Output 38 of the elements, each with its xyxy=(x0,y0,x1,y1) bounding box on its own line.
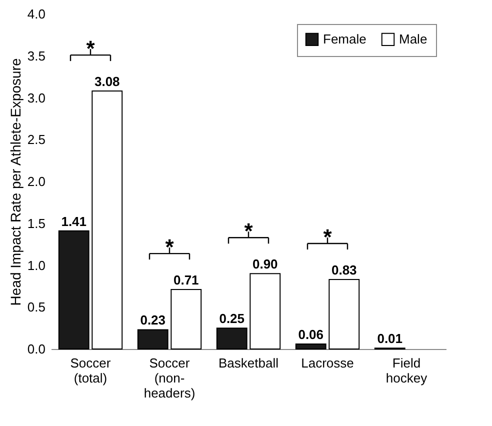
data-label: 0.90 xyxy=(252,256,278,272)
bar xyxy=(250,273,281,350)
x-tick-label: Field hockey xyxy=(386,356,428,386)
data-label: 0.25 xyxy=(219,311,245,326)
data-label: 0.23 xyxy=(140,312,166,328)
annotation: * xyxy=(244,218,254,244)
x-tick-label: Lacrosse xyxy=(301,356,354,370)
y-tick-label: 3.5 xyxy=(27,48,46,64)
legend-label: Female xyxy=(323,31,366,46)
data-label: 3.08 xyxy=(94,74,120,90)
data-label: 0.01 xyxy=(377,331,403,346)
y-axis-title: Head Impact Rate per Athlete-Exposure xyxy=(7,58,24,306)
y-tick-label: 1.5 xyxy=(27,216,46,231)
y-tick-label: 4.0 xyxy=(27,6,46,22)
y-tick-label: 3.0 xyxy=(27,90,46,106)
legend-label: Male xyxy=(399,31,428,46)
y-tick-label: 1.0 xyxy=(27,258,46,273)
bar xyxy=(92,90,123,350)
bar xyxy=(170,289,202,350)
bar xyxy=(58,230,90,350)
data-label: 1.41 xyxy=(61,214,87,229)
y-tick-label: 2.5 xyxy=(27,132,46,148)
data-label: 0.83 xyxy=(331,262,357,278)
data-label: 0.71 xyxy=(173,272,199,288)
bar xyxy=(295,343,326,350)
annotation: * xyxy=(323,224,332,250)
y-tick-label: 0.0 xyxy=(27,342,46,356)
bar xyxy=(328,278,360,350)
x-tick-label: Soccer (non- headers) xyxy=(144,356,196,400)
x-tick-label: Soccer (total) xyxy=(70,356,112,386)
y-tick-label: 0.5 xyxy=(27,300,46,315)
annotation: * xyxy=(86,36,96,62)
bar xyxy=(137,329,168,350)
bar xyxy=(216,328,248,350)
annotation: * xyxy=(165,234,174,260)
x-tick-label: Basketball xyxy=(218,356,279,370)
y-tick-label: 2.0 xyxy=(27,174,46,189)
data-label: 0.06 xyxy=(298,326,324,342)
